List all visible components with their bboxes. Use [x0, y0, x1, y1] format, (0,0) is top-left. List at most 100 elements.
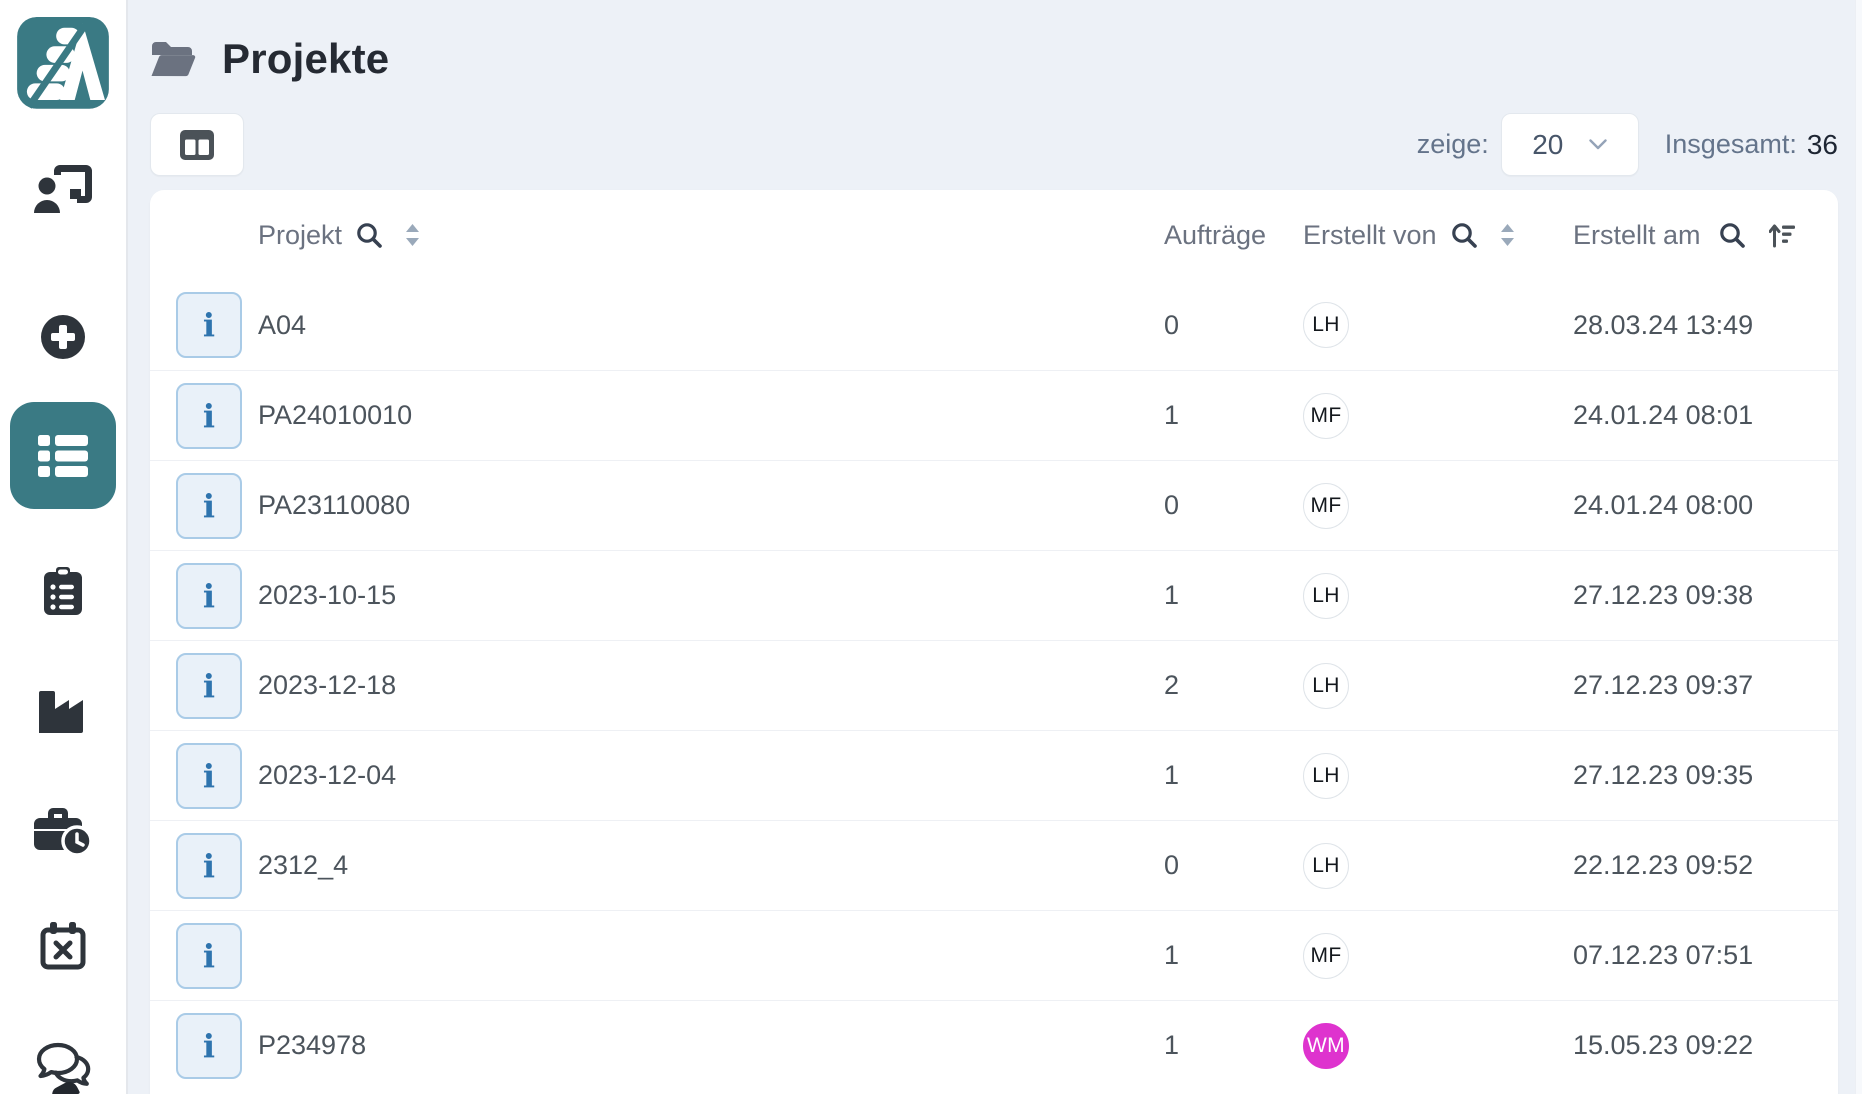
table-row[interactable]: i A04 0 LH 28.03.24 13:49: [150, 280, 1838, 370]
orders-count: 1: [1164, 940, 1180, 970]
info-button[interactable]: i: [176, 382, 242, 449]
table-header-row: Projekt Aufträge Erstellt von: [150, 190, 1838, 280]
creator-avatar: MF: [1303, 482, 1349, 529]
page-size-value: 20: [1532, 128, 1564, 160]
table-columns-button[interactable]: [150, 113, 244, 176]
sort-icon[interactable]: [406, 224, 420, 246]
folder-open-icon: [151, 42, 196, 77]
page-title: Projekte: [222, 35, 390, 82]
info-icon: i: [202, 486, 216, 525]
orders-count: 1: [1164, 580, 1180, 610]
project-name: 2312_4: [258, 850, 349, 880]
industry-icon[interactable]: [10, 682, 116, 741]
chevron-down-icon: [1589, 139, 1608, 150]
table-row[interactable]: i P234978 1 WM 15.05.23 09:22: [150, 1000, 1838, 1090]
orders-count: 1: [1164, 760, 1180, 790]
sort-amount-icon[interactable]: [1768, 223, 1795, 248]
info-button[interactable]: i: [176, 472, 242, 539]
info-button[interactable]: i: [176, 832, 242, 899]
search-icon[interactable]: [1719, 222, 1745, 248]
project-name: 2023-12-04: [258, 760, 397, 790]
creator-avatar: LH: [1303, 662, 1349, 709]
info-icon: i: [202, 576, 216, 615]
circle-plus-icon[interactable]: [10, 307, 116, 366]
creator-avatar: LH: [1303, 302, 1349, 348]
orders-count: 0: [1164, 850, 1180, 880]
created-at: 28.03.24 13:49: [1573, 309, 1754, 340]
orders-count: 1: [1164, 1030, 1180, 1060]
info-icon: i: [202, 1026, 216, 1065]
sidebar: [0, 0, 128, 1094]
table-row[interactable]: i 2312_4 0 LH 22.12.23 09:52: [150, 820, 1838, 910]
created-at: 24.01.24 08:00: [1573, 490, 1754, 520]
table-columns-icon: [180, 129, 214, 160]
table-list-icon[interactable]: [10, 401, 116, 510]
table-row[interactable]: i PA23110080 0 MF 24.01.24 08:00: [150, 460, 1838, 550]
info-button[interactable]: i: [176, 922, 242, 989]
project-name: 2023-12-18: [258, 670, 397, 700]
creator-avatar: MF: [1303, 932, 1349, 979]
search-icon[interactable]: [356, 222, 382, 248]
info-button[interactable]: i: [176, 1012, 242, 1079]
clipboard-list-icon[interactable]: [10, 561, 116, 620]
creator-avatar: MF: [1303, 392, 1349, 439]
info-icon: i: [202, 396, 216, 435]
comments-icon[interactable]: [10, 1035, 116, 1094]
table-row[interactable]: i 2023-12-18 2 LH 27.12.23 09:37: [150, 640, 1838, 730]
total-value: 36: [1806, 128, 1838, 160]
creator-avatar: WM: [1303, 1022, 1349, 1069]
column-header-auftraege: Aufträge: [1164, 219, 1267, 250]
info-button[interactable]: i: [176, 292, 242, 358]
page-size-select[interactable]: 20: [1500, 113, 1639, 176]
created-at: 15.05.23 09:22: [1573, 1030, 1754, 1060]
creator-avatar: LH: [1303, 752, 1349, 799]
table-body: i A04 0 LH 28.03.24 13:49 i PA24010010 1…: [150, 280, 1838, 1090]
created-at: 27.12.23 09:35: [1573, 760, 1754, 790]
orders-count: 0: [1164, 309, 1180, 340]
column-header-projekt[interactable]: Projekt: [258, 220, 1164, 251]
orders-count: 0: [1164, 490, 1180, 520]
creator-avatar: LH: [1303, 572, 1349, 619]
main-content: Projekte zeige: 20 Insgesamt: 36: [128, 0, 1862, 1094]
created-at: 07.12.23 07:51: [1573, 940, 1754, 970]
project-name: PA24010010: [258, 400, 413, 430]
search-icon[interactable]: [1451, 222, 1477, 248]
info-button[interactable]: i: [176, 742, 242, 809]
project-name: A04: [258, 309, 307, 340]
chalkboard-user-icon[interactable]: [10, 161, 116, 220]
toolbar: zeige: 20 Insgesamt: 36: [150, 113, 1838, 176]
total-label: Insgesamt:: [1664, 129, 1797, 159]
sort-icon[interactable]: [1500, 224, 1514, 246]
scrollbar-track[interactable]: [1855, 0, 1862, 1094]
column-header-erstellt-von[interactable]: Erstellt von: [1303, 220, 1573, 251]
orders-count: 1: [1164, 400, 1180, 430]
info-button[interactable]: i: [176, 562, 242, 629]
info-button[interactable]: i: [176, 652, 242, 719]
app-logo-icon[interactable]: [16, 17, 110, 109]
table-row[interactable]: i 2023-12-04 1 LH 27.12.23 09:35: [150, 730, 1838, 820]
created-at: 27.12.23 09:38: [1573, 580, 1754, 610]
created-at: 24.01.24 08:01: [1573, 400, 1754, 430]
orders-count: 2: [1164, 670, 1180, 700]
info-icon: i: [202, 936, 216, 975]
project-name: PA23110080: [258, 490, 411, 520]
briefcase-clock-icon[interactable]: [10, 802, 116, 861]
projects-table: Projekt Aufträge Erstellt von: [150, 190, 1838, 1094]
created-at: 22.12.23 09:52: [1573, 850, 1754, 880]
project-name: P234978: [258, 1030, 367, 1060]
pagination-controls: zeige: 20 Insgesamt: 36: [1417, 113, 1838, 176]
info-icon: i: [202, 666, 216, 705]
table-row[interactable]: i 2023-10-15 1 LH 27.12.23 09:38: [150, 550, 1838, 640]
show-label: zeige:: [1416, 129, 1489, 159]
info-icon: i: [202, 846, 216, 885]
column-header-erstellt-am[interactable]: Erstellt am: [1573, 220, 1838, 251]
project-name: 2023-10-15: [258, 580, 397, 610]
page-header: Projekte: [150, 33, 1838, 85]
created-at: 27.12.23 09:37: [1573, 670, 1754, 700]
info-icon: i: [202, 306, 216, 344]
table-row[interactable]: i PA24010010 1 MF 24.01.24 08:01: [150, 370, 1838, 460]
info-icon: i: [202, 756, 216, 795]
creator-avatar: LH: [1303, 842, 1349, 889]
calendar-xmark-icon[interactable]: [10, 917, 116, 976]
table-row[interactable]: i 1 MF 07.12.23 07:51: [150, 910, 1838, 1000]
